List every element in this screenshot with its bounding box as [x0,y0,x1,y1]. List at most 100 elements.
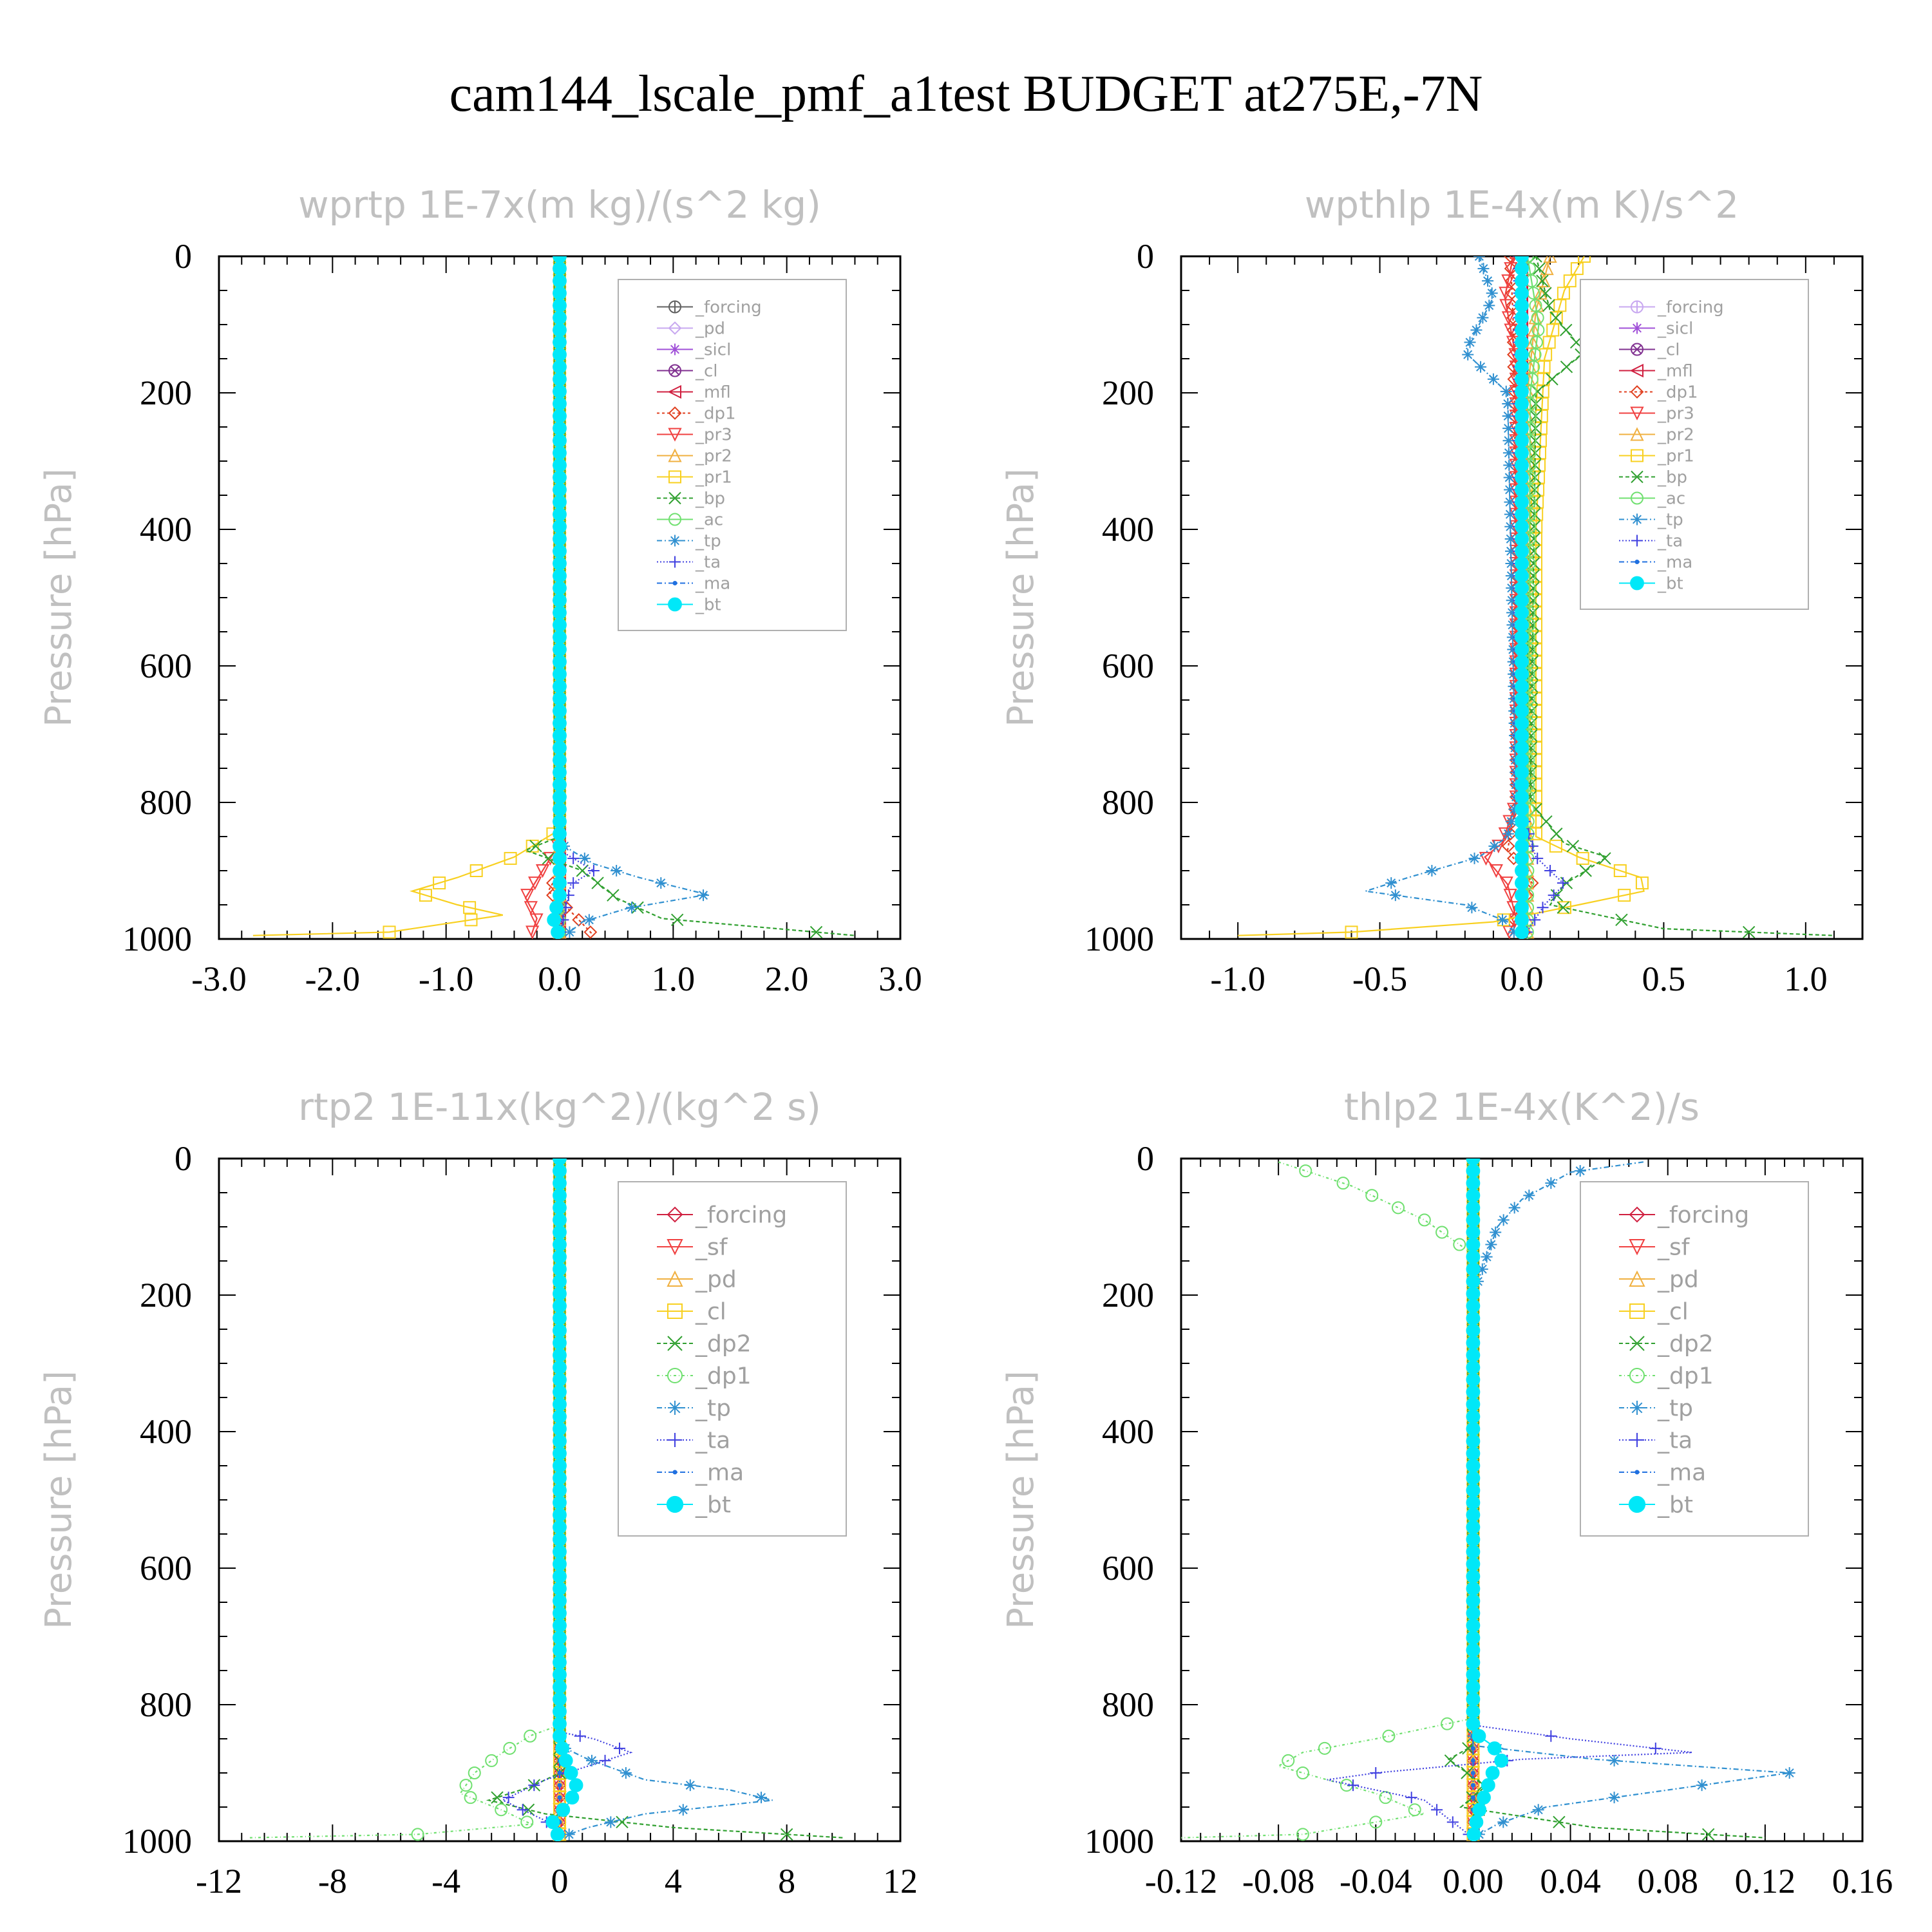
legend-label: _mfl [695,383,731,402]
series-marker [1466,1593,1481,1608]
series-marker [607,889,620,902]
series-marker [567,877,580,889]
series-marker [468,1766,481,1779]
legend-label: _pd [695,319,725,339]
y-axis-label: Pressure [hPa] [1000,468,1042,727]
legend: _forcing_sicl_cl_mfl_dp1_pr3_pr2_pr1_bp_… [1580,279,1809,610]
series-marker [1515,544,1529,558]
series-marker [1466,1569,1481,1584]
series-marker [463,901,477,914]
series-marker [1613,864,1627,877]
legend-label: _sf [695,1235,728,1261]
legend-label: _ta [695,1428,730,1454]
legend-item: _dp1 [1619,1363,1714,1390]
series-marker [553,1618,567,1633]
series-marker [1466,1606,1481,1620]
series-marker [553,470,567,485]
series-line [1506,256,1534,936]
series-marker [553,1471,567,1485]
series-marker [1500,385,1512,397]
legend-label: _dp1 [695,404,736,424]
x-tick-label: -12 [196,1862,242,1900]
series-marker [1347,1779,1359,1792]
series-marker [1542,299,1555,312]
legend-item: _mfl [657,383,731,402]
x-tick-label: -2.0 [305,960,360,998]
series-marker [1515,790,1529,804]
legend-label: _dp1 [1657,1363,1714,1390]
series-marker [553,1680,567,1694]
series-marker [1501,311,1516,325]
series-marker [1608,1754,1620,1766]
series-marker [1548,889,1560,902]
series-marker [1608,1792,1620,1804]
series-marker [1408,1803,1421,1817]
legend-label: _tp [1657,1396,1693,1422]
series-marker [1515,409,1529,423]
series-marker [411,1828,424,1841]
series-marker [1549,311,1562,325]
series-marker [1497,1816,1510,1828]
series-marker [611,865,623,876]
series-marker [1563,274,1577,288]
legend-item: _forcing [657,1202,787,1229]
series-marker [553,1188,567,1203]
panel-title: wprtp 1E-7x(m kg)/(s^2 kg) [298,183,821,227]
series-marker [553,1716,567,1731]
series-marker [1470,1795,1475,1800]
series-marker [1466,1409,1481,1424]
series-marker [1453,1238,1466,1251]
series-marker [780,1828,793,1841]
series-marker [565,1790,580,1805]
series-marker [553,741,567,755]
legend-marker [1629,1336,1645,1351]
series-marker [553,397,567,411]
series-marker [1490,1226,1502,1238]
series-marker [1466,1631,1481,1645]
series-marker [1466,1213,1481,1227]
series-marker [1515,372,1529,386]
series-marker [1461,1766,1473,1779]
series-marker [564,926,576,938]
legend-marker [667,1270,683,1287]
series-marker [1370,1767,1382,1779]
legend-item: _bt [1619,574,1683,594]
series-marker [495,1803,508,1817]
series-marker [1515,654,1529,669]
series-marker [1530,717,1543,730]
series-marker [1533,262,1546,275]
series-marker [1470,1746,1475,1751]
series-marker [553,838,567,853]
legend-marker [668,406,682,420]
legend-item: _forcing [1619,1202,1749,1229]
legend-marker [667,384,681,399]
legend-box [618,1181,847,1537]
series-marker [485,1754,498,1767]
series-marker [553,1421,567,1436]
legend-label: _forcing [695,1202,787,1229]
legend-marker [667,1239,683,1256]
legend-marker [1634,1470,1640,1475]
series-marker [1501,274,1515,289]
series-marker [553,421,567,436]
x-tick-label: -4 [431,1862,460,1900]
legend-marker [1630,1401,1644,1415]
x-tick-label: 12 [883,1862,918,1900]
legend-marker [668,1401,682,1415]
series-marker [1696,1779,1708,1792]
legend-item: _ma [1619,1460,1706,1486]
series-marker [553,556,567,571]
series-marker [1553,299,1567,312]
series-marker [1282,1754,1295,1767]
series-marker [1530,544,1543,558]
series-marker [553,323,567,337]
series-marker [599,1754,611,1766]
legend-item: _tp [1619,1396,1693,1422]
series-marker [1515,359,1529,374]
x-tick-label: 1.0 [652,960,696,998]
series-marker [553,802,567,817]
series-marker [1528,459,1542,472]
series-marker [1417,1213,1431,1227]
series-marker [1502,447,1515,459]
series-marker [1503,459,1515,471]
